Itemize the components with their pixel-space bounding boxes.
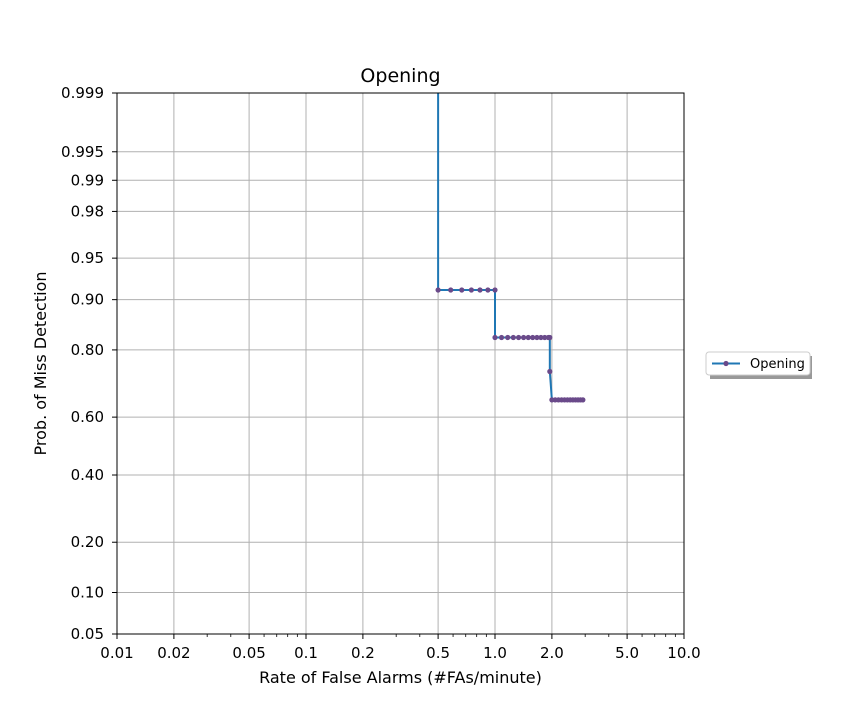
series-layer [435, 93, 586, 403]
data-point [525, 334, 531, 341]
data-point [515, 334, 522, 341]
legend-entry-opening: Opening [750, 357, 805, 372]
x-tick-label: 5.0 [615, 644, 639, 662]
data-point [542, 334, 548, 341]
data-point [468, 287, 474, 293]
x-tick-label: 0.01 [100, 644, 133, 662]
data-point [485, 287, 491, 293]
y-tick-label: 0.99 [71, 171, 104, 189]
x-axis-label: Rate of False Alarms (#FAs/minute) [259, 668, 542, 687]
y-axis-label: Prob. of Miss Detection [31, 272, 50, 456]
y-tick-label: 0.95 [71, 249, 104, 267]
y-tick-label: 0.40 [71, 466, 104, 484]
x-tick-label: 2.0 [540, 644, 564, 662]
data-point [477, 287, 483, 293]
x-tick-label: 0.1 [294, 644, 318, 662]
legend-box [705, 351, 811, 376]
chart-title: Opening [360, 65, 440, 87]
data-point [498, 334, 505, 341]
x-tick-label: 1.0 [483, 644, 507, 662]
data-point [521, 334, 527, 341]
data-point [547, 368, 553, 375]
data-point [547, 334, 553, 341]
y-tick-label: 0.20 [71, 533, 104, 551]
data-point [459, 287, 465, 293]
legend-marker-swatch [723, 360, 729, 367]
y-tick-label: 0.60 [71, 408, 104, 426]
y-tick-label: 0.10 [71, 583, 104, 601]
data-point [505, 334, 511, 341]
legend: Opening [705, 351, 812, 379]
data-point [448, 287, 454, 293]
y-tick-label: 0.98 [71, 202, 104, 220]
y-tick-label: 0.995 [61, 143, 104, 161]
y-tick-label: 0.80 [71, 341, 104, 359]
x-tick-label: 10.0 [667, 644, 700, 662]
x-tick-label: 0.05 [232, 644, 265, 662]
data-point [534, 334, 540, 341]
y-tick-label: 0.90 [71, 291, 104, 309]
grid [116, 92, 685, 635]
data-point [510, 334, 516, 341]
data-point [492, 334, 498, 341]
data-point [492, 287, 498, 293]
x-tick-label: 0.5 [426, 644, 450, 662]
plot-frame [116, 92, 685, 635]
data-point [538, 334, 544, 341]
y-tick-label: 0.999 [61, 84, 104, 102]
x-tick-label: 0.2 [351, 644, 375, 662]
x-tick-label: 0.02 [157, 644, 190, 662]
data-point [530, 334, 536, 341]
data-point [580, 397, 586, 403]
axis-ticks: 0.01 0.02 0.05 0.1 0.2 0.5 1.0 2.0 5.0 10.0 0.05 0.… [61, 84, 701, 662]
series-line-opening [437, 93, 583, 401]
y-tick-label: 0.05 [71, 625, 104, 643]
data-point [435, 287, 441, 293]
